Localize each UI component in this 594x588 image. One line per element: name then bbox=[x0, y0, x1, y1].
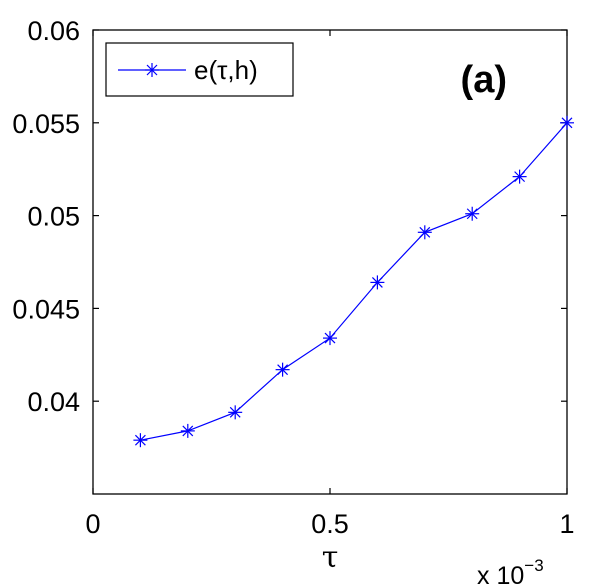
y-tick-label: 0.04 bbox=[27, 387, 80, 417]
data-point bbox=[370, 275, 385, 290]
y-tick-label: 0.045 bbox=[12, 294, 80, 324]
data-point bbox=[323, 331, 337, 346]
data-point bbox=[560, 115, 574, 130]
x-axis-title: τ bbox=[322, 540, 339, 575]
legend-asterisk-icon bbox=[145, 63, 159, 77]
legend-label: e(τ,h) bbox=[194, 55, 258, 85]
data-point bbox=[417, 225, 432, 240]
data-point bbox=[275, 362, 290, 377]
data-point bbox=[228, 405, 243, 420]
x-tick-label: 0 bbox=[85, 509, 100, 539]
data-point bbox=[465, 206, 480, 221]
x-tick-label: 1 bbox=[559, 509, 574, 539]
x-axis: 0 0.5 1 bbox=[85, 30, 575, 539]
y-tick-label: 0.055 bbox=[12, 109, 80, 139]
series-layer bbox=[133, 115, 574, 448]
x-axis-multiplier: x 10−3 bbox=[477, 556, 544, 588]
series-line bbox=[140, 122, 568, 441]
x-tick-label: 0.5 bbox=[311, 509, 349, 539]
data-point bbox=[180, 423, 195, 438]
y-tick-label: 0.05 bbox=[27, 202, 80, 232]
data-point bbox=[512, 169, 527, 184]
legend-marker bbox=[145, 63, 159, 77]
y-tick-label: 0.06 bbox=[27, 16, 80, 46]
data-point bbox=[133, 433, 148, 448]
panel-label: (a) bbox=[461, 59, 507, 101]
plot-area bbox=[92, 29, 568, 495]
legend: e(τ,h) bbox=[105, 42, 294, 97]
y-axis: 0.04 0.045 0.05 0.055 0.06 bbox=[12, 16, 567, 417]
